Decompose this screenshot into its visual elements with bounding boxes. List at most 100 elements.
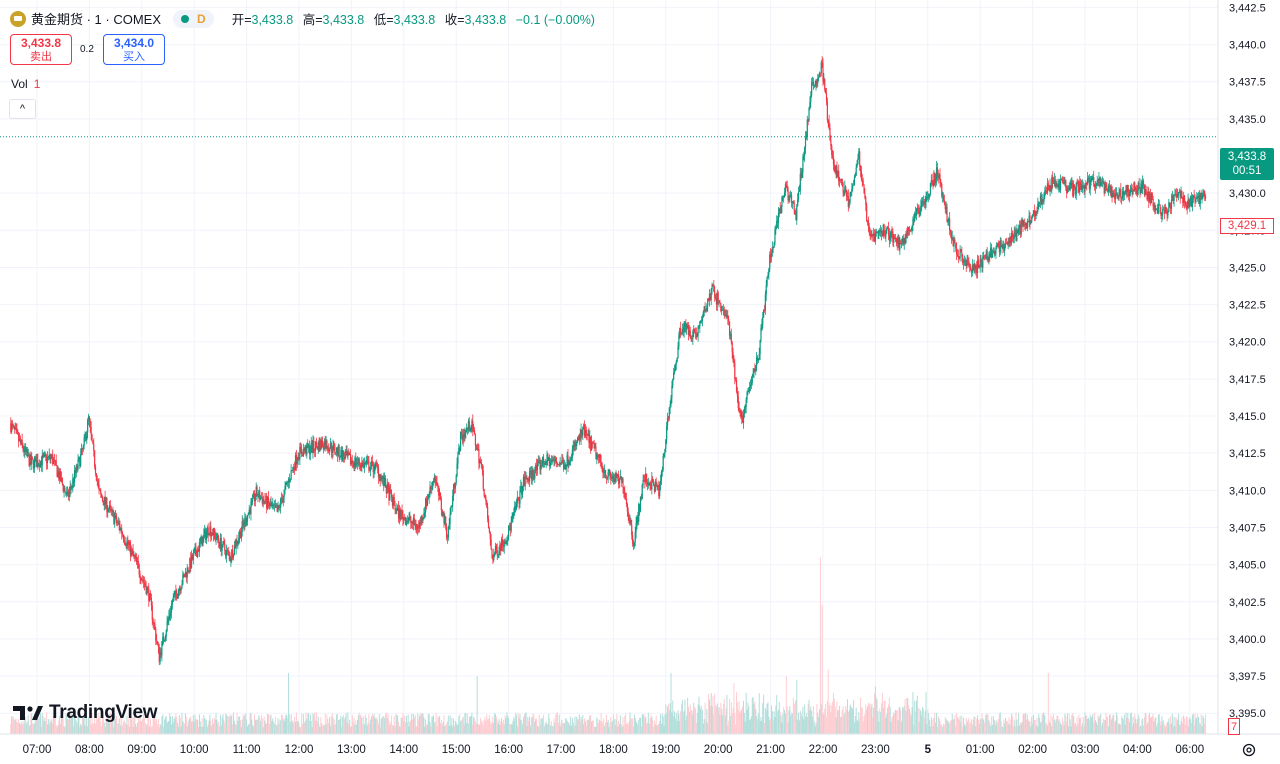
volume-bar bbox=[362, 724, 364, 734]
candle-body bbox=[760, 327, 762, 341]
volume-bar bbox=[729, 698, 731, 734]
candle-body bbox=[349, 454, 351, 456]
volume-bar bbox=[586, 719, 588, 734]
candle-body bbox=[799, 173, 801, 191]
candle-body bbox=[277, 505, 279, 512]
volume-bar bbox=[888, 697, 890, 734]
volume-bar bbox=[329, 725, 331, 734]
volume-bar bbox=[974, 717, 976, 734]
candle-body bbox=[108, 505, 111, 510]
candle-body bbox=[513, 512, 515, 514]
volume-bar bbox=[846, 699, 848, 734]
volume-bar bbox=[302, 713, 304, 734]
candle-body bbox=[227, 550, 229, 552]
candle-body bbox=[162, 636, 164, 642]
candle-body bbox=[85, 436, 87, 440]
volume-bar bbox=[90, 724, 92, 734]
volume-bar bbox=[54, 718, 56, 734]
candle-body bbox=[954, 239, 956, 244]
candle-body bbox=[253, 493, 256, 502]
volume-bar bbox=[1128, 718, 1130, 734]
volume-bar bbox=[36, 713, 38, 734]
volume-bar bbox=[941, 725, 943, 734]
candle-body bbox=[1197, 196, 1199, 198]
buy-button[interactable]: 3,434.0 买入 bbox=[103, 34, 165, 65]
candle-body bbox=[423, 513, 425, 518]
volume-bar bbox=[291, 720, 293, 734]
candle-body bbox=[522, 476, 525, 487]
volume-bar bbox=[757, 719, 758, 734]
volume-bar bbox=[1121, 716, 1123, 734]
candle-body bbox=[273, 504, 276, 506]
x-tick-label: 23:00 bbox=[861, 744, 890, 756]
volume-bar bbox=[396, 715, 398, 734]
volume-bar bbox=[488, 718, 490, 734]
volume-bar bbox=[254, 719, 256, 734]
volume-bar bbox=[759, 721, 761, 734]
volume-bar bbox=[513, 716, 515, 734]
volume-legend[interactable]: Vol 1 bbox=[11, 77, 40, 91]
candle-body bbox=[299, 446, 301, 460]
collapse-legend-button[interactable]: ^ bbox=[9, 99, 36, 119]
volume-bar bbox=[387, 713, 389, 734]
settings-gear-icon[interactable] bbox=[1241, 742, 1257, 758]
volume-bar bbox=[440, 719, 442, 734]
volume-bar bbox=[135, 723, 137, 734]
volume-bar bbox=[265, 724, 267, 734]
volume-bar bbox=[556, 712, 558, 734]
volume-bar bbox=[306, 718, 308, 734]
volume-bar bbox=[580, 716, 582, 734]
volume-bar bbox=[860, 697, 862, 734]
volume-bar bbox=[1175, 716, 1177, 734]
volume-bar bbox=[516, 726, 518, 734]
time-axis[interactable]: 07:00 08:00 09:00 10:00 11:00 12:00 13:00 14:00… bbox=[23, 744, 1205, 756]
candle-body bbox=[660, 471, 663, 481]
volume-bar bbox=[1204, 723, 1206, 734]
volume-bar bbox=[183, 722, 185, 734]
candle-body bbox=[783, 195, 785, 198]
candle-body bbox=[1119, 189, 1121, 193]
volume-bar bbox=[405, 715, 407, 734]
tradingview-logo[interactable]: TradingView bbox=[13, 702, 158, 724]
market-status-badge[interactable]: D bbox=[173, 9, 214, 28]
candle-body bbox=[1175, 193, 1177, 195]
volume-bar bbox=[255, 719, 257, 734]
volume-bar bbox=[1103, 719, 1105, 734]
volume-bar bbox=[27, 714, 29, 734]
volume-bar bbox=[908, 705, 910, 734]
candle-body bbox=[498, 550, 500, 555]
volume-bar bbox=[905, 710, 907, 734]
candle-body bbox=[832, 155, 834, 157]
volume-bar bbox=[349, 719, 351, 734]
candle-body bbox=[559, 463, 561, 465]
candle-body bbox=[1112, 193, 1114, 198]
volume-bar bbox=[612, 720, 614, 734]
volume-bar bbox=[31, 713, 33, 734]
volume-bar bbox=[912, 691, 914, 734]
candle-body bbox=[150, 598, 153, 606]
sell-button[interactable]: 3,433.8 卖出 bbox=[10, 34, 72, 65]
candle-body bbox=[463, 434, 465, 438]
volume-bar bbox=[213, 717, 215, 734]
candle-body bbox=[209, 526, 211, 535]
price-axis[interactable]: 3,442.53,440.03,437.53,435.03,430.03,427… bbox=[1229, 2, 1266, 720]
candle-body bbox=[586, 433, 588, 435]
volume-bar bbox=[312, 713, 314, 734]
volume-bar bbox=[990, 725, 992, 734]
volume-bar bbox=[1084, 712, 1086, 734]
symbol-title[interactable]: 黄金期货 · 1 · COMEX bbox=[31, 12, 162, 27]
y-tick-label: 3,437.5 bbox=[1229, 77, 1266, 89]
candle-body bbox=[590, 441, 593, 451]
candle-body bbox=[880, 230, 882, 232]
candle-body bbox=[433, 477, 435, 481]
volume-bar bbox=[683, 710, 685, 734]
candle-body bbox=[1022, 220, 1024, 226]
candle-body bbox=[1179, 191, 1181, 198]
volume-bar bbox=[356, 724, 358, 734]
candle-body bbox=[748, 389, 750, 392]
candle-body bbox=[420, 515, 422, 525]
candle-body bbox=[926, 196, 928, 199]
candle-body bbox=[508, 526, 510, 539]
volume-bar bbox=[1032, 714, 1034, 734]
